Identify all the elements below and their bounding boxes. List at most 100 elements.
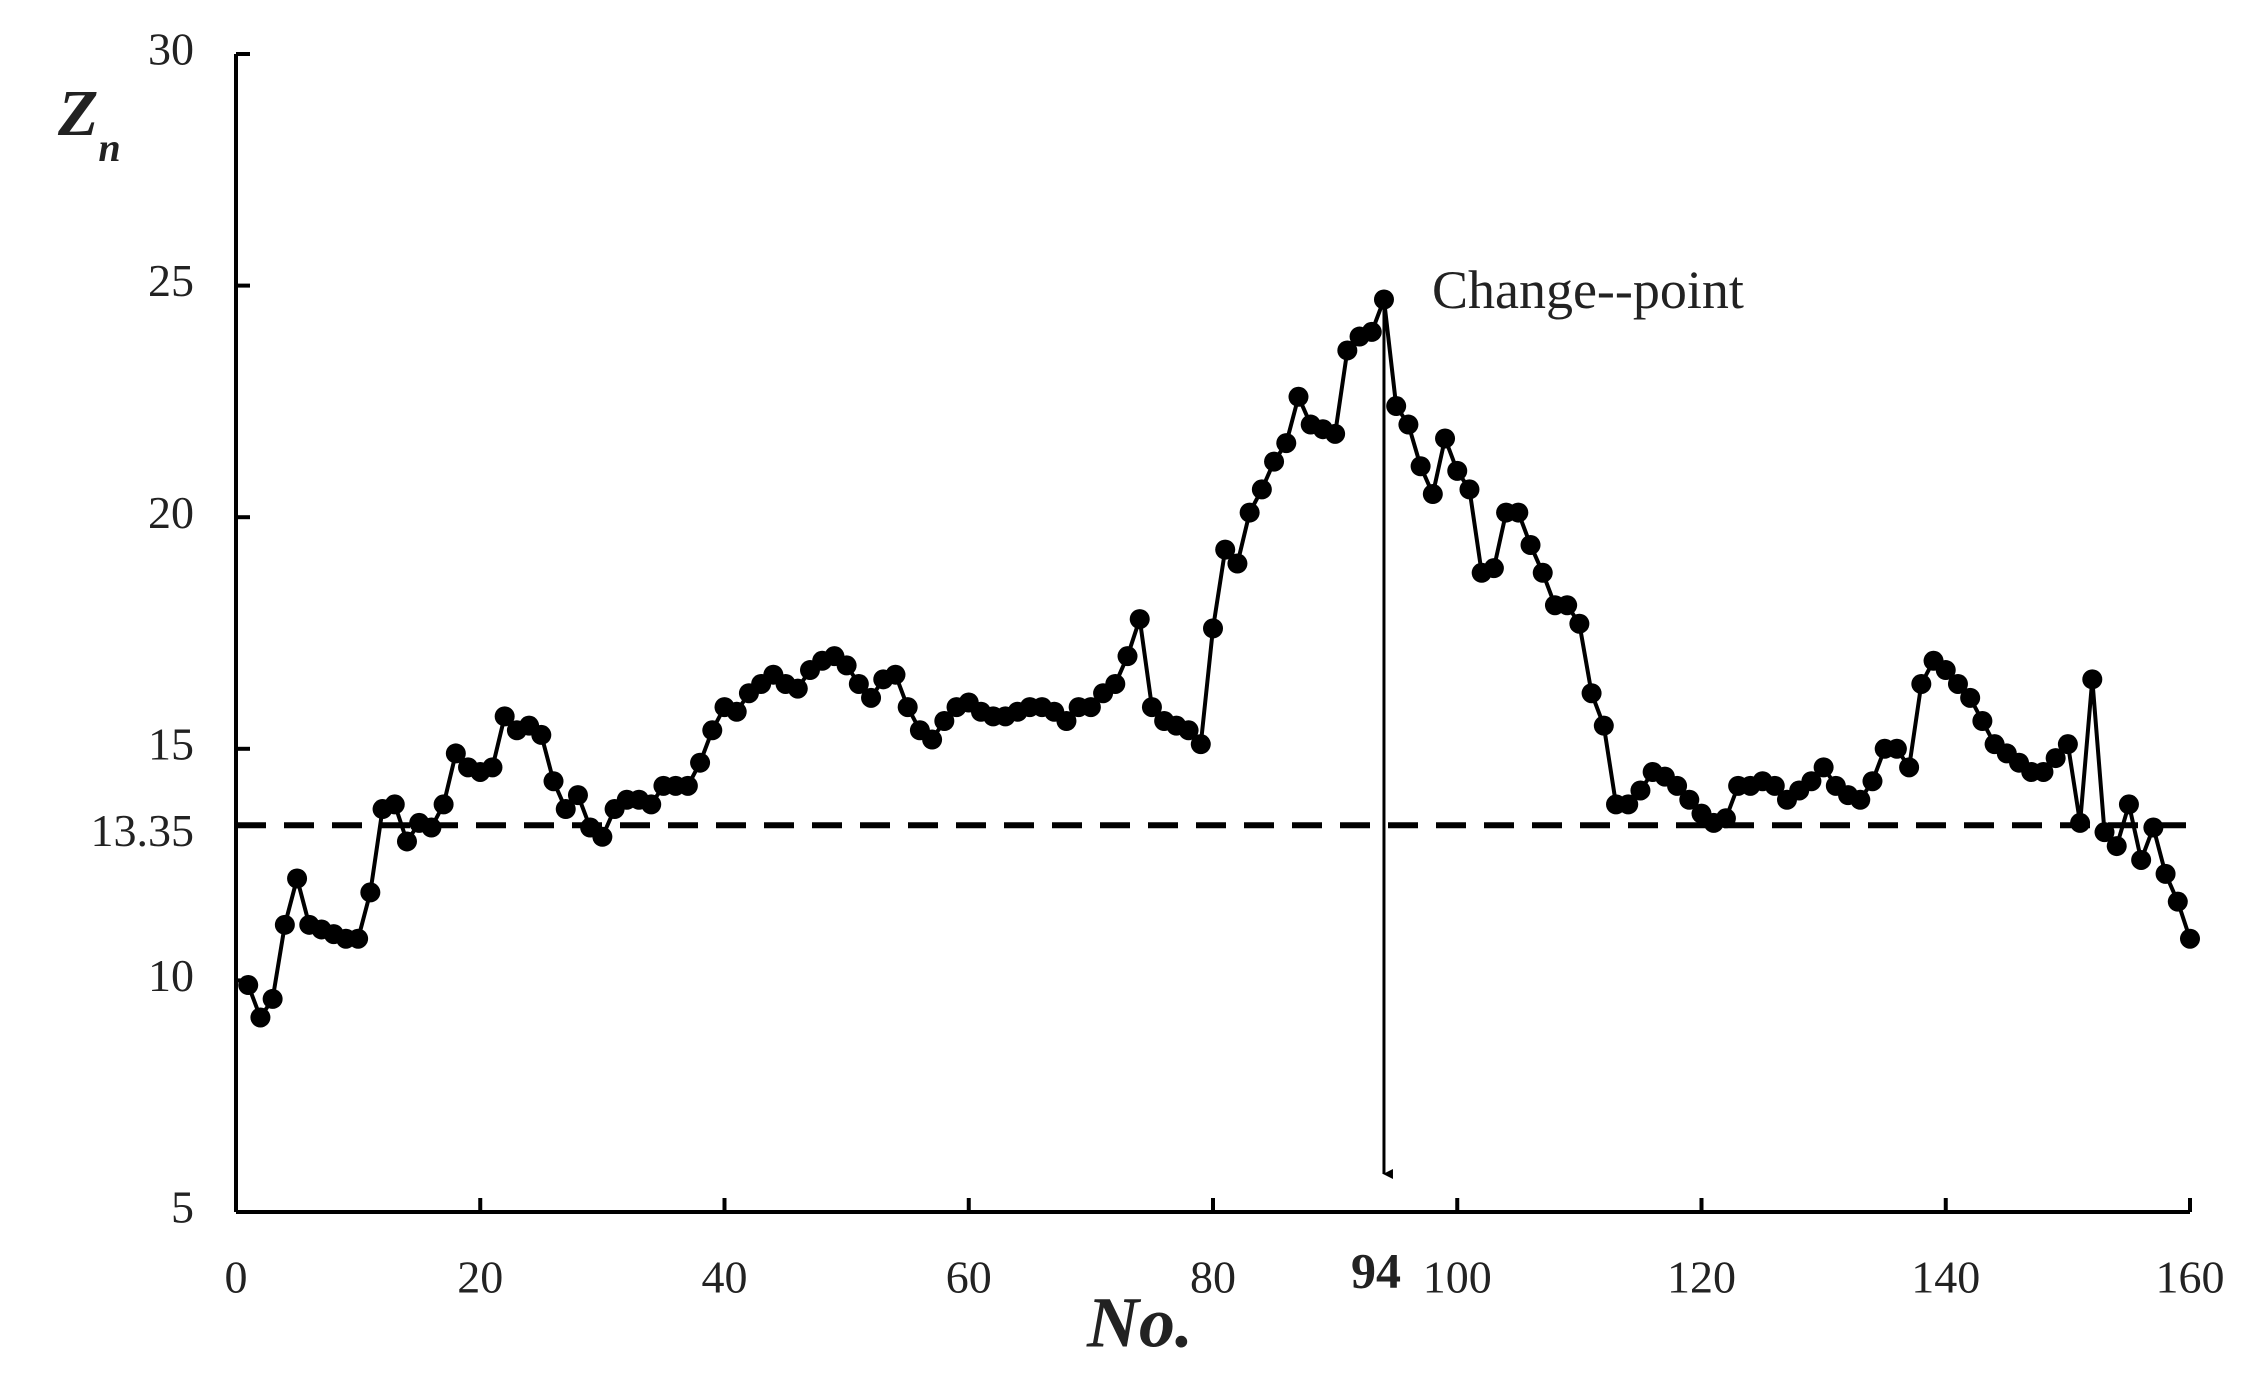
data-point: [1483, 558, 1504, 579]
data-point: [2106, 836, 2127, 857]
data-point: [1667, 775, 1688, 796]
data-point: [885, 664, 906, 685]
data-point: [1935, 660, 1956, 681]
data-point: [592, 826, 613, 847]
data-point: [1337, 340, 1358, 361]
data-point: [1581, 683, 1602, 704]
data-point: [543, 771, 564, 792]
data-point: [1813, 757, 1834, 778]
data-point: [262, 988, 283, 1009]
x-tick-label: 80: [1190, 1252, 1236, 1303]
data-point: [2180, 928, 2200, 949]
data-point: [1080, 697, 1101, 718]
data-point: [1557, 595, 1578, 616]
data-point: [1850, 789, 1871, 810]
data-point: [2070, 812, 2091, 833]
data-point: [1960, 687, 1981, 708]
data-point: [1862, 771, 1883, 792]
data-point: [1899, 757, 1920, 778]
data-point: [287, 868, 308, 889]
data-point: [1056, 711, 1077, 732]
data-point: [1386, 396, 1407, 417]
x-tick-label: 140: [1911, 1252, 1980, 1303]
data-point: [1911, 673, 1932, 694]
data-point: [433, 794, 454, 815]
data-point: [2033, 761, 2054, 782]
data-point: [1264, 451, 1285, 472]
y-tick-label: 15: [148, 718, 194, 769]
y-axis-label: Zn: [57, 77, 121, 170]
data-point: [934, 711, 955, 732]
data-point: [482, 757, 503, 778]
data-point: [2155, 863, 2176, 884]
change-point-label: 94: [1351, 1242, 1401, 1298]
data-point: [1117, 646, 1138, 667]
data-point: [1239, 502, 1260, 523]
data-point: [1618, 794, 1639, 815]
y-tick-label: 20: [148, 487, 194, 538]
data-point: [2143, 817, 2164, 838]
y-label-main: Z: [57, 77, 98, 150]
data-point: [445, 743, 466, 764]
x-tick-label: 60: [946, 1252, 992, 1303]
data-point: [677, 775, 698, 796]
data-point: [1508, 502, 1529, 523]
data-point: [1801, 771, 1822, 792]
data-point: [1129, 609, 1150, 630]
data-point: [861, 687, 882, 708]
data-point: [1972, 711, 1993, 732]
data-point: [567, 785, 588, 806]
data-point: [787, 678, 808, 699]
data-point: [555, 799, 576, 820]
data-point: [1276, 433, 1297, 454]
y-label-subscript: n: [98, 125, 120, 170]
data-point: [1178, 720, 1199, 741]
x-tick-label: 100: [1423, 1252, 1492, 1303]
y-tick-label: 30: [148, 24, 194, 75]
data-point: [1435, 428, 1456, 449]
data-point: [1215, 539, 1236, 560]
data-line: [246, 298, 2192, 1022]
data-point: [1190, 734, 1211, 755]
data-point: [1227, 553, 1248, 574]
data-point: [494, 706, 515, 727]
data-point: [1764, 775, 1785, 796]
x-tick-label: 160: [2156, 1252, 2225, 1303]
data-point: [1520, 534, 1541, 555]
data-point: [384, 794, 405, 815]
data-point: [2082, 669, 2103, 690]
data-point: [848, 673, 869, 694]
data-point: [396, 831, 417, 852]
y-tick-label: 10: [148, 950, 194, 1001]
data-point: [1361, 321, 1382, 342]
data-point: [1410, 456, 1431, 477]
data-point: [702, 720, 723, 741]
data-point: [690, 752, 711, 773]
y-tick-label: 5: [171, 1182, 194, 1233]
data-point: [1947, 673, 1968, 694]
data-point: [1679, 789, 1700, 810]
data-point: [238, 975, 259, 996]
data-point: [726, 701, 747, 722]
data-point: [2131, 849, 2152, 870]
x-tick-label: 0: [225, 1252, 248, 1303]
data-point: [836, 655, 857, 676]
data-point: [1630, 780, 1651, 801]
data-point: [641, 794, 662, 815]
y-tick-label: 25: [148, 255, 194, 306]
data-point: [1593, 715, 1614, 736]
data-point: [1105, 673, 1126, 694]
data-point: [1459, 479, 1480, 500]
x-tick-label: 40: [702, 1252, 748, 1303]
data-point: [2118, 794, 2139, 815]
x-tick-label: 20: [457, 1252, 503, 1303]
data-point: [1715, 808, 1736, 829]
annotation: Change--point: [1432, 260, 1744, 320]
x-axis-label: No.: [1086, 1283, 1193, 1363]
data-point: [922, 729, 943, 750]
data-point: [1532, 562, 1553, 583]
data-point: [1141, 697, 1162, 718]
data-point: [1447, 460, 1468, 481]
threshold-label: 13.35: [91, 805, 195, 856]
data-point: [274, 914, 295, 935]
